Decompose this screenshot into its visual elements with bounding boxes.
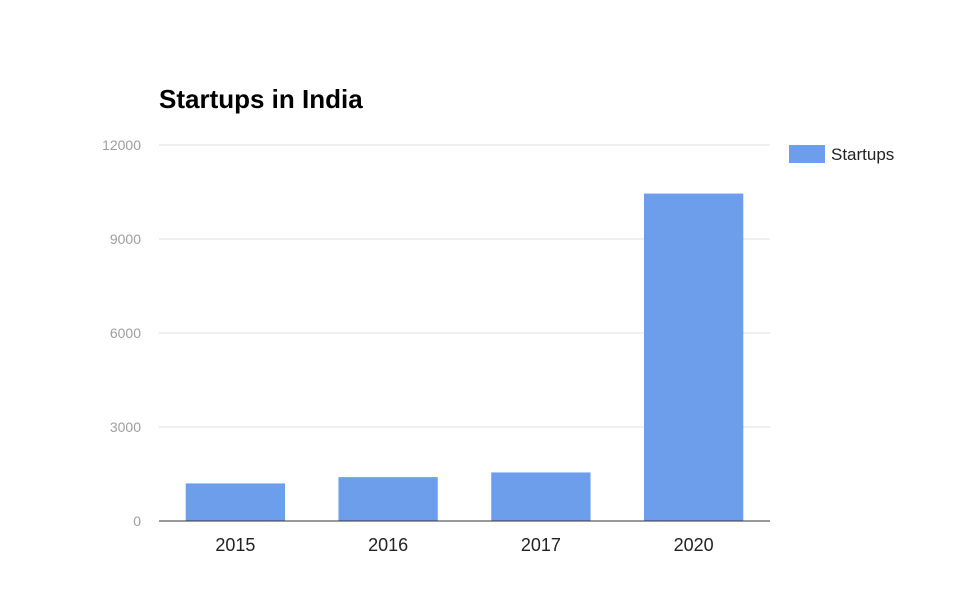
x-tick-label: 2016: [368, 535, 408, 555]
legend-label: Startups: [831, 145, 894, 164]
y-axis-ticks: 0 3000 6000 9000 12000: [102, 137, 141, 529]
bar-2015[interactable]: [185, 483, 286, 521]
x-axis-ticks: 2015 2016 2017 2020: [215, 535, 713, 555]
legend[interactable]: Startups: [789, 145, 894, 164]
bar-2017[interactable]: [491, 472, 591, 521]
chart-title: Startups in India: [159, 84, 363, 114]
bars: [185, 193, 744, 522]
y-tick-label: 0: [133, 513, 141, 529]
x-tick-label: 2017: [521, 535, 561, 555]
y-tick-label: 12000: [102, 137, 141, 153]
x-tick-label: 2020: [674, 535, 714, 555]
y-tick-label: 3000: [110, 419, 141, 435]
y-tick-label: 6000: [110, 325, 141, 341]
y-tick-label: 9000: [110, 231, 141, 247]
bar-2020[interactable]: [643, 193, 744, 522]
bar-2016[interactable]: [338, 477, 438, 521]
x-tick-label: 2015: [215, 535, 255, 555]
legend-swatch: [789, 145, 825, 163]
